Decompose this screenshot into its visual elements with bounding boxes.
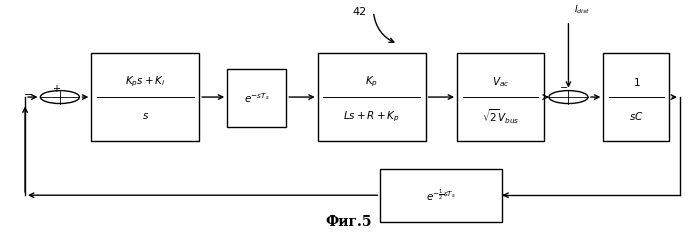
Circle shape: [40, 91, 80, 103]
Text: $1$: $1$: [632, 76, 640, 88]
Bar: [91, 53, 199, 141]
Text: −: −: [560, 83, 569, 93]
Circle shape: [549, 91, 588, 103]
Bar: [603, 53, 669, 141]
Text: $\sqrt{2}V_{bus}$: $\sqrt{2}V_{bus}$: [482, 107, 519, 126]
Text: $sC$: $sC$: [629, 110, 644, 122]
Text: $K_p s+K_i$: $K_p s+K_i$: [125, 75, 165, 89]
Bar: [318, 53, 426, 141]
Text: +: +: [52, 84, 60, 94]
Text: $s$: $s$: [142, 111, 149, 121]
Text: 42: 42: [352, 7, 366, 17]
Text: $Ls+R+K_p$: $Ls+R+K_p$: [343, 109, 400, 124]
Bar: [227, 69, 286, 127]
Bar: [380, 169, 503, 222]
Text: $V_{ac}$: $V_{ac}$: [492, 75, 510, 89]
Text: $I_{dist}$: $I_{dist}$: [574, 4, 591, 16]
Text: Фиг.5: Фиг.5: [326, 215, 372, 229]
Text: −: −: [24, 90, 34, 100]
Bar: [457, 53, 544, 141]
Text: $K_p$: $K_p$: [365, 75, 378, 89]
Text: $e^{-sT_s}$: $e^{-sT_s}$: [244, 91, 269, 105]
Text: $e^{-\frac{1}{2}sT_s}$: $e^{-\frac{1}{2}sT_s}$: [426, 187, 456, 203]
